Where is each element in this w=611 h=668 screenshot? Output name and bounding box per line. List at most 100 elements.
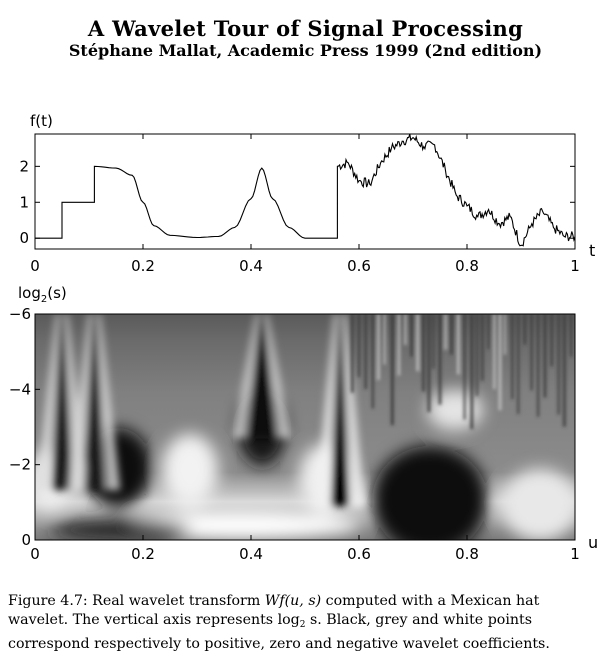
signal-x-tick-label: 0.6	[347, 257, 371, 275]
caption-line-1: Figure 4.7: Real wavelet transform Wf(u,…	[8, 592, 598, 611]
cone-edge	[36, 314, 59, 491]
wavelet-scalogram: log2(s) 0 0.2 0.4 0.6 0.8 1 −6 −4 −2 0 u	[9, 284, 598, 563]
fine-scale-stripe	[404, 314, 407, 345]
cone-edge	[264, 314, 292, 439]
fine-scale-stripe	[463, 314, 466, 420]
caption-text-1b: computed with a Mexican hat	[321, 593, 540, 609]
fine-scale-stripe	[493, 314, 496, 390]
scalogram-x-tick-label: 0.2	[131, 545, 155, 563]
fine-scale-stripe	[481, 314, 484, 381]
signal-plot: f(t) 0 0.2 0.4 0.6 0.8 1 0 1 2 t	[19, 112, 595, 275]
blob-neg-4	[50, 520, 190, 540]
fine-scale-stripe	[357, 314, 361, 378]
scalogram-y-tick-label: −4	[9, 380, 31, 398]
caption-line-3: correspond respectively to positive, zer…	[8, 636, 550, 652]
fine-scale-stripe	[377, 314, 380, 380]
scalogram-cones	[36, 314, 366, 507]
signal-y-tick-label: 0	[19, 229, 29, 247]
cone-core	[52, 314, 72, 491]
scalogram-x-tick-label: 1	[570, 545, 580, 563]
fine-scale-stripe	[364, 314, 368, 390]
scalogram-y-tick-label: −6	[9, 305, 31, 323]
cone-core	[247, 314, 276, 439]
signal-y-label: f(t)	[30, 112, 53, 130]
fine-scale-stripe	[498, 314, 502, 411]
figure-title: A Wavelet Tour of Signal Processing	[87, 16, 524, 41]
fine-scale-stripe	[543, 314, 547, 398]
signal-plot-frame	[34, 133, 576, 250]
fine-scale-stripe	[487, 314, 490, 350]
scalogram-ticks: 0 0.2 0.4 0.6 0.8 1 −6 −4 −2 0	[9, 305, 580, 563]
fine-scale-stripe	[432, 314, 435, 369]
blob-pos-2	[162, 434, 218, 506]
scalogram-x-tick-label: 0.4	[239, 545, 263, 563]
cone-edge	[97, 314, 121, 491]
signal-x-tick-label: 0	[30, 257, 40, 275]
fine-scale-stripe	[410, 314, 413, 357]
fine-scale-stripe	[562, 314, 566, 427]
fine-scale-stripe	[397, 314, 401, 376]
scalogram-x-tick-label: 0	[30, 545, 40, 563]
caption-text-2b: s. Black, grey and white points	[305, 612, 532, 628]
scalogram-frame	[34, 313, 576, 541]
fine-scale-stripe	[475, 314, 479, 397]
fine-scale-stripe	[444, 314, 447, 350]
scalogram-stripes	[350, 314, 573, 430]
fine-scale-stripe	[550, 314, 553, 367]
signal-x-tick-label: 1	[570, 257, 580, 275]
signal-x-label: t	[589, 241, 595, 260]
cone-edge	[315, 314, 338, 507]
scalogram-x-tick-label: 0.8	[455, 545, 479, 563]
cone-core	[331, 314, 350, 507]
caption-text-2a: wavelet. The vertical axis represents lo…	[8, 612, 300, 628]
blob-neg-3	[372, 446, 488, 540]
log-argument: (s)	[47, 284, 67, 302]
figure-caption: Figure 4.7: Real wavelet transform Wf(u,…	[8, 592, 598, 654]
fine-scale-stripe	[511, 314, 514, 400]
signal-line	[35, 133, 576, 247]
fine-scale-stripe	[517, 314, 520, 415]
fine-scale-stripe	[449, 314, 453, 355]
scalogram-y-tick-label: 0	[21, 531, 31, 549]
fine-scale-stripe	[421, 314, 425, 392]
caption-text-1a: Figure 4.7: Real wavelet transform	[8, 593, 265, 609]
scalogram-x-label: u	[588, 533, 598, 552]
fine-scale-stripe	[438, 314, 442, 405]
fine-scale-stripe	[530, 314, 533, 391]
fine-scale-stripe	[416, 314, 420, 372]
fine-scale-stripe	[523, 314, 527, 345]
cone-edge	[231, 314, 259, 439]
fine-scale-stripe	[350, 314, 354, 393]
fine-scale-stripe	[371, 314, 375, 409]
fine-scale-stripe	[390, 314, 394, 426]
scalogram-blobs	[35, 390, 575, 540]
scalogram-y-tick-label: −2	[9, 456, 31, 474]
fine-scale-stripe	[569, 314, 573, 357]
fine-scale-stripe	[470, 314, 474, 430]
scalogram-image	[35, 314, 575, 540]
caption-math: Wf(u, s)	[264, 593, 322, 609]
fine-scale-stripe	[504, 314, 506, 355]
cone-edge	[68, 314, 92, 491]
blob-pos-6	[427, 390, 483, 430]
fine-scale-stripe	[383, 314, 386, 365]
signal-x-tick-label: 0.4	[239, 257, 263, 275]
cone-edge	[343, 314, 366, 507]
signal-x-tick-label: 0.8	[455, 257, 479, 275]
caption-subscript: 2	[299, 620, 306, 630]
fine-scale-stripe	[536, 314, 540, 417]
signal-x-tick-label: 0.2	[131, 257, 155, 275]
log-subscript: 2	[41, 294, 47, 305]
fine-scale-stripe	[456, 314, 460, 375]
blob-pos-4	[502, 469, 575, 540]
caption-line-2: wavelet. The vertical axis represents lo…	[8, 611, 598, 635]
cone-core	[84, 314, 105, 491]
fine-scale-stripe	[557, 314, 560, 415]
signal-ticks: 0 0.2 0.4 0.6 0.8 1 0 1 2	[19, 134, 580, 275]
signal-y-tick-label: 2	[19, 157, 29, 175]
figure-subtitle: Stéphane Mallat, Academic Press 1999 (2n…	[68, 41, 543, 60]
fine-scale-stripe	[427, 314, 431, 413]
signal-y-tick-label: 1	[19, 193, 29, 211]
scalogram-x-tick-label: 0.6	[347, 545, 371, 563]
scalogram-y-label: log2(s)	[18, 284, 67, 305]
